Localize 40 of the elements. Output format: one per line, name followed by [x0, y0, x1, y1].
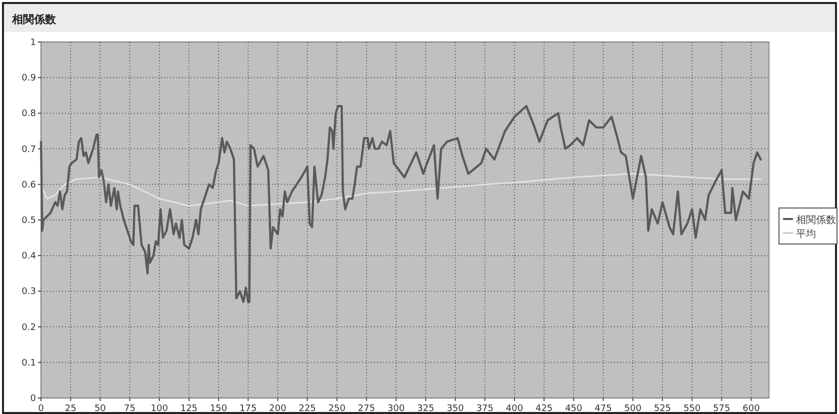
x-tick-label: 375 [476, 404, 494, 414]
x-tick-label: 0 [38, 404, 44, 414]
y-tick-label: 0.2 [22, 322, 36, 333]
y-tick-label: 0.4 [22, 252, 36, 262]
x-tick-label: 575 [713, 404, 730, 414]
x-tick-label: 250 [328, 404, 346, 414]
y-tick-label: 0.8 [22, 109, 36, 120]
text: 平均 [796, 228, 816, 240]
y-tick-label: 0.3 [22, 287, 36, 298]
x-tick-label: 25 [64, 404, 76, 414]
x-tick-label: 475 [594, 404, 612, 414]
x-tick-label: 350 [446, 404, 464, 414]
x-tick-label: 500 [624, 404, 642, 414]
x-tick-label: 175 [240, 404, 257, 414]
x-tick-label: 50 [94, 404, 106, 414]
x-tick-label: 550 [683, 404, 701, 414]
x-tick-label: 200 [269, 404, 287, 414]
x-tick-label: 525 [654, 404, 672, 414]
legend-label: 相関係数 [796, 214, 836, 226]
y-tick-label: 0 [30, 394, 36, 404]
y-tick-label: 0.5 [22, 216, 36, 226]
x-tick-label: 125 [180, 404, 198, 414]
x-tick-label: 425 [535, 404, 553, 414]
x-tick-label: 150 [210, 404, 228, 414]
y-tick-label: 0.6 [22, 180, 36, 190]
x-tick-label: 275 [358, 404, 376, 414]
x-tick-label: 600 [742, 404, 760, 414]
x-tick-label: 75 [124, 404, 136, 414]
x-tick-label: 300 [388, 404, 405, 414]
y-tick-label: 1 [30, 38, 36, 48]
chart-title: 相関係数 [11, 13, 57, 26]
x-tick-label: 325 [417, 404, 434, 414]
x-tick-label: 225 [298, 404, 316, 414]
y-tick-label: 0.1 [22, 358, 36, 368]
x-tick-label: 100 [150, 404, 168, 414]
line-series [40, 173, 762, 206]
y-tick-label: 0.9 [22, 74, 36, 84]
y-tick-label: 0.7 [22, 144, 36, 155]
x-tick-label: 450 [565, 404, 583, 414]
x-tick-label: 400 [506, 404, 524, 414]
